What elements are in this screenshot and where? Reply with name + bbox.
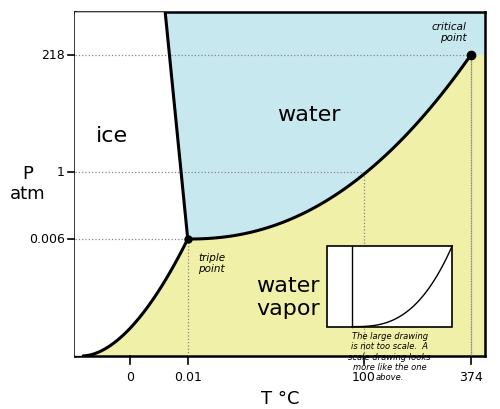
Polygon shape <box>75 12 188 356</box>
Text: 374: 374 <box>459 371 482 384</box>
Text: ice: ice <box>96 126 128 146</box>
Text: The large drawing
is not too scale.  A
scale drawing looks
more like the one
abo: The large drawing is not too scale. A sc… <box>348 332 431 382</box>
Text: 1: 1 <box>57 166 65 178</box>
Text: 0.006: 0.006 <box>29 233 65 245</box>
Text: triple
point: triple point <box>198 253 225 274</box>
Text: 100: 100 <box>352 371 376 384</box>
Text: water: water <box>277 106 340 125</box>
Bar <box>327 246 452 327</box>
Text: water
vapor: water vapor <box>256 276 320 319</box>
Text: 218: 218 <box>41 49 65 62</box>
Polygon shape <box>165 12 485 239</box>
Text: 0: 0 <box>126 371 134 384</box>
Text: P
atm: P atm <box>10 165 46 203</box>
Text: critical
point: critical point <box>432 22 466 43</box>
Text: T °C: T °C <box>261 390 299 408</box>
Polygon shape <box>75 12 485 356</box>
Text: 0.01: 0.01 <box>174 371 202 384</box>
